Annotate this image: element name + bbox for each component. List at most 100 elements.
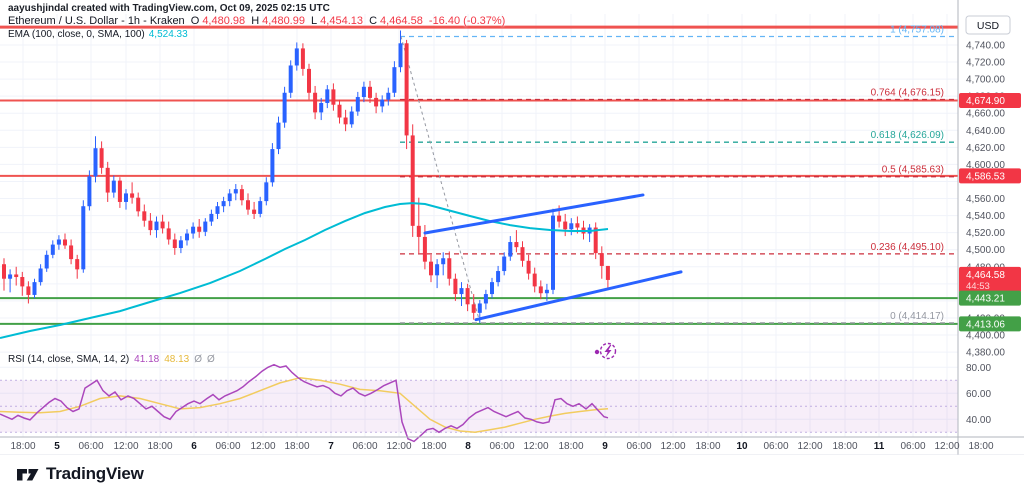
rsi-tick-label: 40.00 (966, 415, 991, 426)
price-tick-label: 4,380.00 (966, 348, 1005, 359)
price-badge-value: 4,464.58 (966, 270, 1005, 281)
candle-body (447, 258, 452, 279)
candle-body (490, 282, 494, 295)
currency-box (965, 15, 1011, 35)
time-tick-label: 11 (874, 441, 885, 452)
time-tick-label: 06:00 (489, 441, 514, 452)
candle-body (252, 209, 257, 214)
candle-body (313, 92, 318, 113)
fib-baseline[interactable] (400, 36, 481, 324)
time-tick-label: 12:00 (934, 441, 959, 452)
candle-body (221, 201, 226, 207)
candle-body (392, 67, 397, 93)
candle-body (410, 135, 415, 226)
time-tick-label: 12:00 (250, 441, 275, 452)
candle-body (50, 244, 55, 255)
candle-body (593, 227, 598, 254)
trendline-lower[interactable] (474, 270, 683, 322)
time-tick-label: 06:00 (763, 441, 788, 452)
candle-body (99, 148, 104, 168)
candle-body (380, 99, 385, 107)
candle-body (191, 226, 196, 234)
time-tick-label: 18:00 (421, 441, 446, 452)
candle-body (453, 278, 458, 295)
candle-body (605, 265, 610, 280)
time-tick-label: 06:00 (78, 441, 103, 452)
candle-body (575, 223, 580, 228)
trendline-upper[interactable] (423, 193, 645, 235)
candle-body (435, 264, 440, 276)
currency-selector[interactable]: USD (965, 15, 1011, 35)
candle-body (209, 213, 214, 222)
time-tick-label: 12:00 (660, 441, 685, 452)
rsi-value: 41.18 (134, 354, 160, 365)
chart-canvas[interactable]: 1 (4,757.08) 0.764 (4,676.15) 0.618 (4,626… (0, 0, 1024, 455)
fib-level-label-2: 0.618 (4,626.09) (871, 130, 944, 141)
price-badge-bg (959, 316, 1021, 332)
candle-body (264, 182, 269, 202)
price-axis-bg (958, 0, 1024, 455)
ema-value: 4,524.33 (148, 29, 188, 40)
price-tick-label: 4,720.00 (966, 58, 1005, 69)
footer-bar: TradingView (0, 455, 1024, 493)
candle-body (386, 92, 391, 100)
candle-body (93, 148, 98, 177)
event-lightning-icon[interactable] (594, 342, 617, 360)
fib-level-label-5: 0 (4,414.17) (890, 311, 944, 322)
symbol-title: Ethereum / U.S. Dollar - 1h - Kraken (8, 15, 185, 27)
ema-line[interactable] (0, 202, 609, 339)
time-tick-label: 12:00 (386, 441, 411, 452)
candle-body (172, 239, 177, 249)
candle-body (300, 48, 305, 69)
candle-body (331, 89, 336, 105)
candle-body (294, 48, 299, 66)
tradingview-logo-text: TradingView (46, 464, 144, 483)
time-tick-label: 18:00 (284, 441, 309, 452)
time-tick-label: 9 (602, 441, 608, 452)
time-tick-label: 12:00 (797, 441, 822, 452)
tradingview-logo[interactable]: TradingView (16, 464, 144, 484)
candle-body (368, 86, 372, 98)
candle-body (563, 221, 568, 230)
candle-body (465, 288, 470, 305)
time-tick-label: 18:00 (147, 441, 172, 452)
time-axis[interactable]: 18:00 5 06:00 12:00 18:00 6 06:00 12:00 18:00 7 06… (0, 436, 1024, 455)
time-tick-label: 18:00 (10, 441, 35, 452)
rsi-tick-label: 80.00 (966, 363, 991, 374)
rsi-line[interactable] (0, 363, 609, 443)
price-badge-value: 4,443.21 (966, 294, 1005, 305)
candle-body (8, 274, 13, 279)
candle-body (227, 193, 232, 202)
candle-body (148, 220, 153, 231)
rsi-legend[interactable]: RSI (14, close, SMA, 14, 2) 41.18 48.13 Ø Ø (8, 354, 215, 365)
time-tick-label: 06:00 (900, 441, 925, 452)
candle-body (374, 97, 379, 107)
ema-legend[interactable]: EMA (100, close, 0, SMA, 100) 4,524.33 (8, 29, 188, 40)
price-tick-label: 4,500.00 (966, 245, 1005, 256)
candle-body (38, 268, 43, 283)
time-tick-label: 06:00 (215, 441, 240, 452)
candle-body (477, 303, 482, 313)
candle-body (538, 286, 543, 294)
rsi-ma-line[interactable] (0, 376, 609, 434)
event-anchor-dot (594, 349, 600, 355)
candlestick-series (2, 30, 610, 324)
candle-body (154, 221, 159, 231)
candle-body (81, 206, 86, 270)
close-value: 4,464.58 (380, 15, 423, 27)
time-tick-label: 18:00 (695, 441, 720, 452)
time-tick-label: 7 (328, 441, 334, 452)
watermark-attribution: aayushjindal created with TradingView.co… (8, 3, 330, 14)
candle-body (44, 254, 49, 269)
fib-retracement[interactable]: 1 (4,757.08) 0.764 (4,676.15) 0.618 (4,626… (400, 24, 958, 324)
candle-body (26, 286, 31, 295)
candle-body (422, 236, 427, 262)
price-axis[interactable]: 4,740.004,720.004,700.004,680.004,660.00… (957, 0, 1024, 455)
candle-body (14, 274, 19, 278)
symbol-legend[interactable]: Ethereum / U.S. Dollar - 1h - Kraken O 4,… (8, 15, 508, 27)
price-tick-label: 4,400.00 (966, 331, 1005, 342)
candle-body (142, 211, 147, 221)
candle-body (502, 256, 507, 272)
time-tick-label: 18:00 (968, 441, 993, 452)
